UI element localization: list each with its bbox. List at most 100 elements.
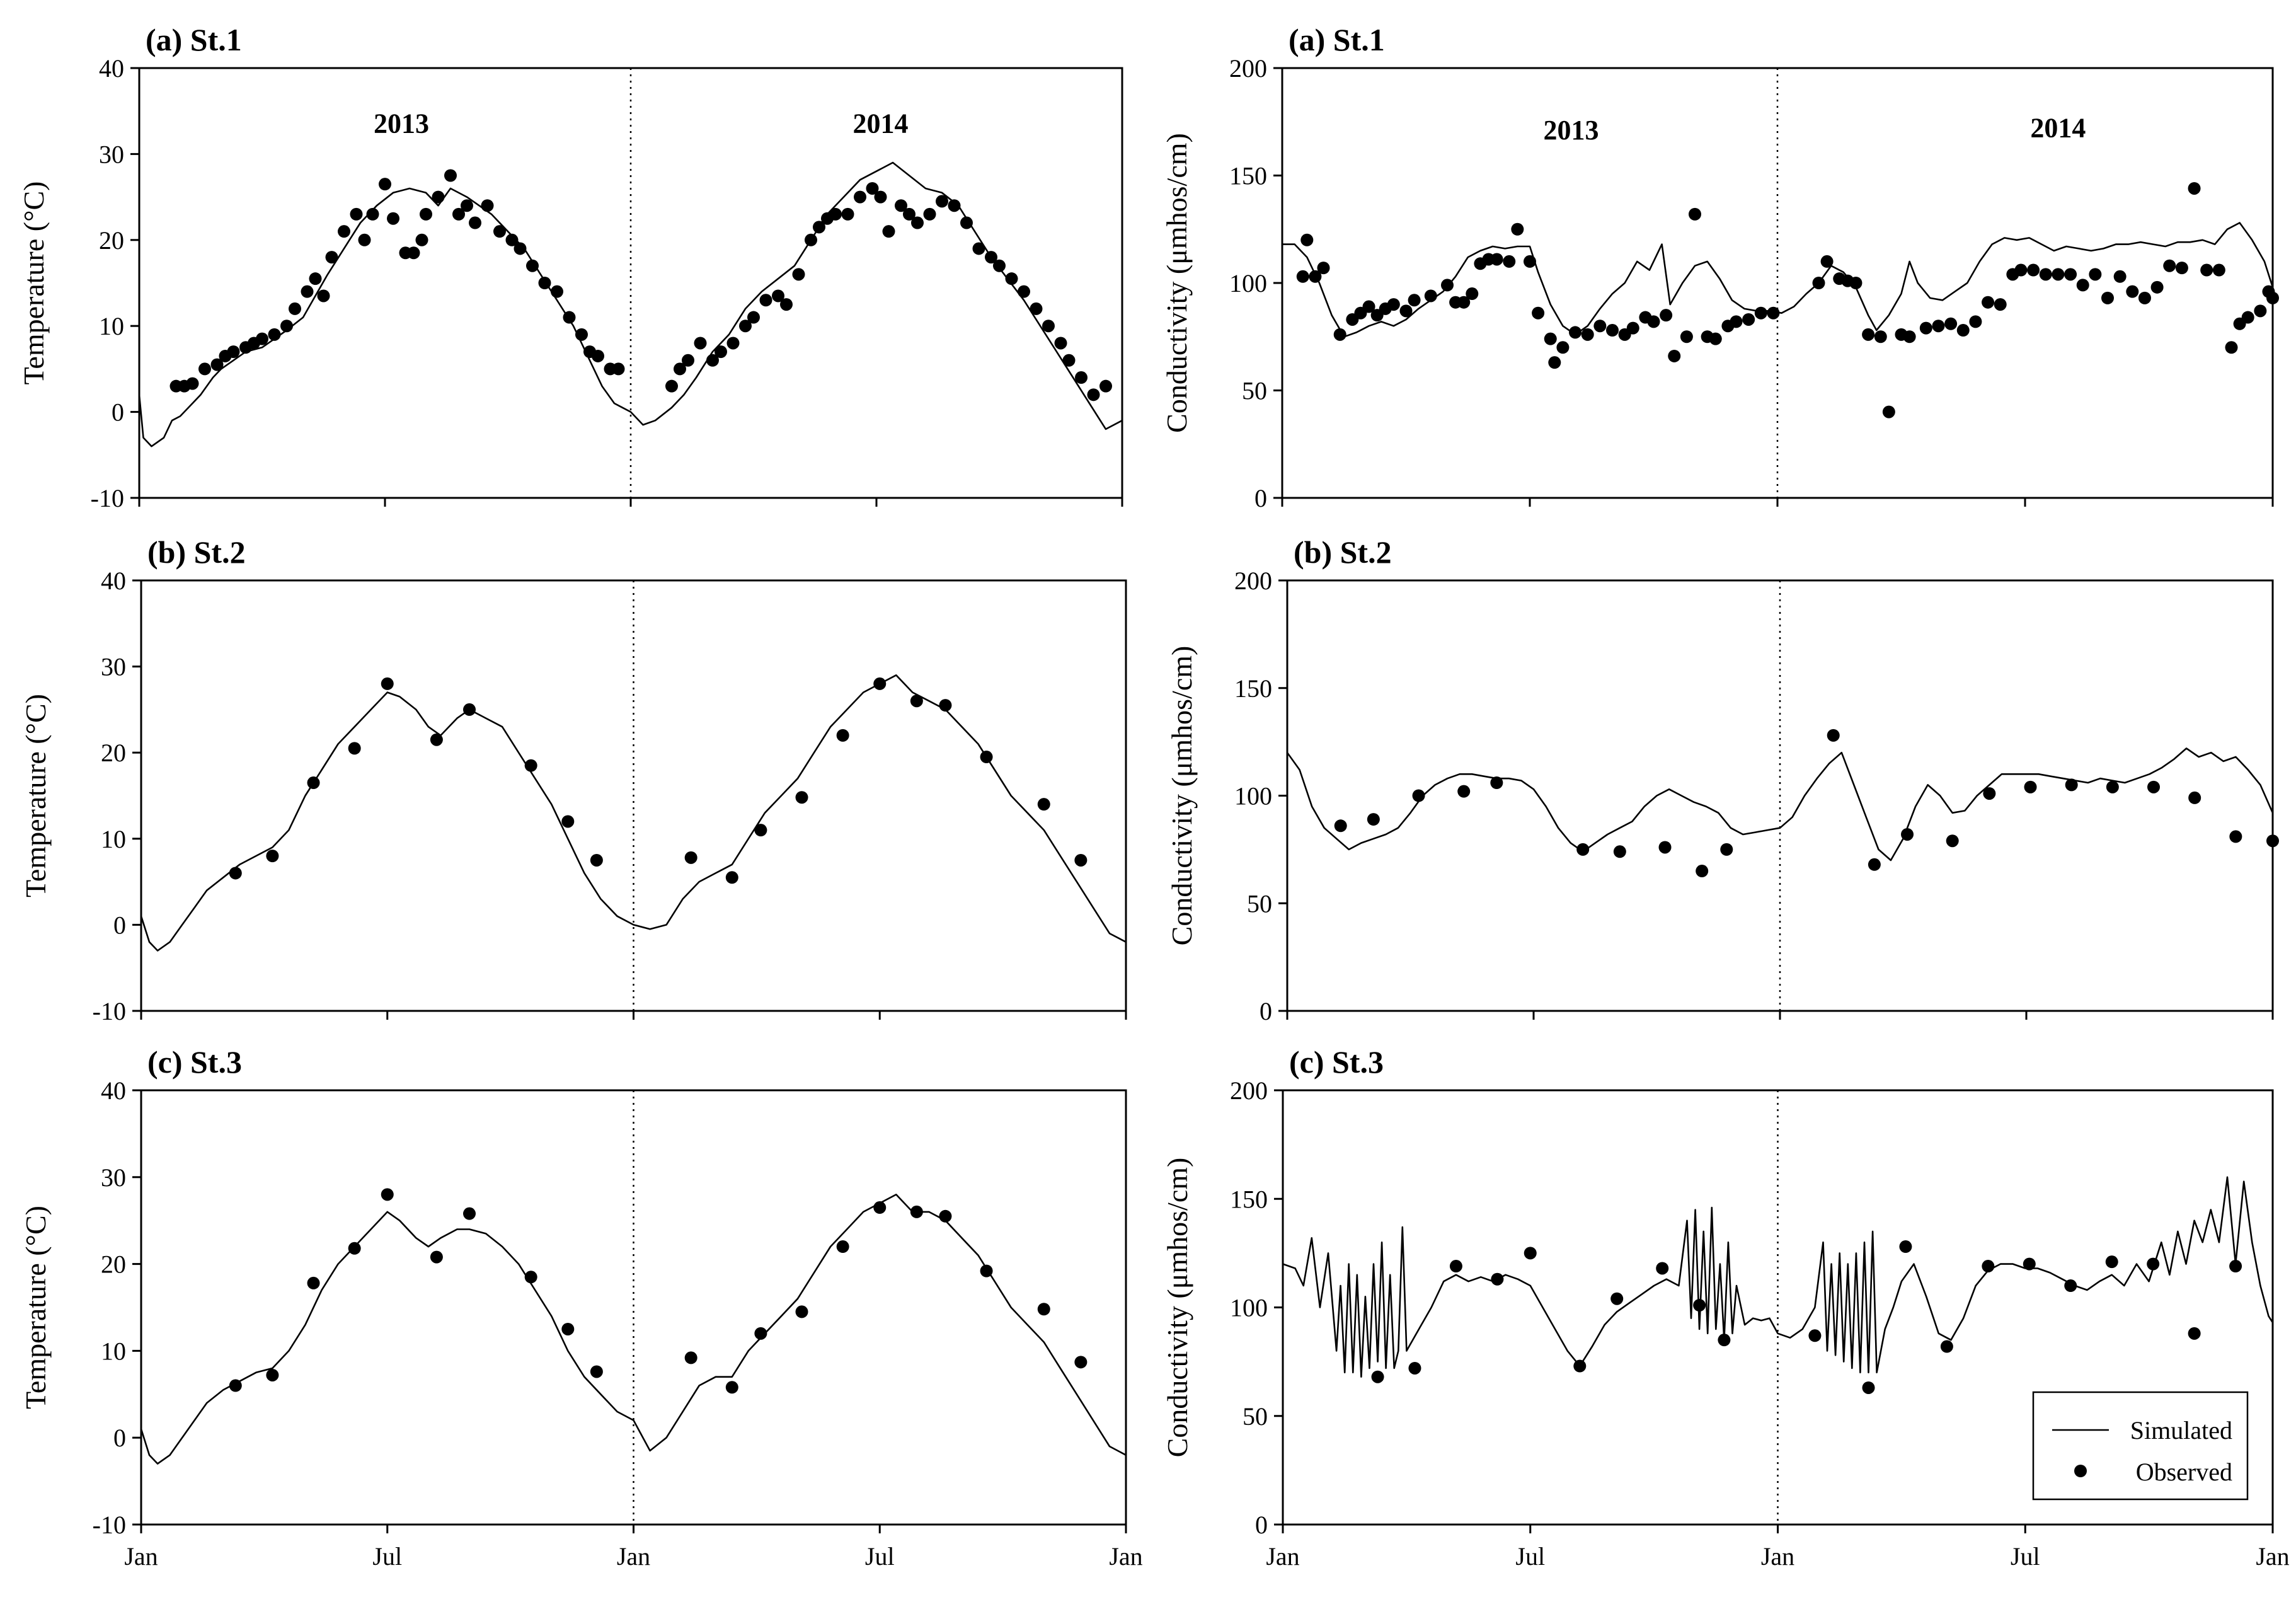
observed-point xyxy=(526,259,539,272)
x-tick-label: Jan xyxy=(124,1542,158,1571)
observed-point xyxy=(1503,255,1516,268)
observed-point xyxy=(1956,324,1970,337)
observed-point xyxy=(1296,270,1309,283)
observed-point xyxy=(792,268,805,281)
legend-simulated-label: Simulated xyxy=(2130,1416,2232,1444)
observed-point xyxy=(227,345,240,359)
observed-point xyxy=(266,850,279,863)
observed-point xyxy=(1606,324,1619,337)
observed-point xyxy=(1367,813,1380,826)
observed-point xyxy=(980,1264,993,1277)
observed-point xyxy=(836,729,849,742)
y-tick-label: -10 xyxy=(93,1511,126,1539)
observed-point xyxy=(268,328,281,341)
observed-point xyxy=(836,1240,849,1254)
chart-cond-st3: (c) St.3 0 50 100 150 200 Jan Jul Jan Jul Jan Condu… xyxy=(1161,1044,2290,1571)
observed-point xyxy=(289,302,301,315)
panels: (a) St.1 -10 0 10 20 30 40 Temperature (°C) 2013… xyxy=(18,22,2290,1571)
observed-point xyxy=(407,246,420,260)
observed-point xyxy=(1581,328,1594,341)
observed-point xyxy=(1849,277,1863,289)
observed-point xyxy=(2229,830,2242,843)
observed-point xyxy=(873,677,887,690)
observed-point xyxy=(1656,1262,1669,1275)
observed-point xyxy=(1062,354,1076,367)
observed-point xyxy=(366,207,379,221)
observed-point xyxy=(1944,317,1958,330)
observed-point xyxy=(2254,304,2267,318)
observed-point xyxy=(1626,321,1639,335)
observed-point xyxy=(1982,1260,1995,1273)
y-tick-label: 10 xyxy=(101,825,126,853)
observed-point xyxy=(1808,1329,1822,1342)
observed-point xyxy=(725,1381,738,1394)
observed-point xyxy=(2229,1260,2242,1273)
observed-point xyxy=(590,1365,603,1378)
observed-point xyxy=(795,1305,808,1318)
observed-point xyxy=(325,251,338,264)
observed-point xyxy=(1767,306,1780,320)
observed-point xyxy=(960,216,973,229)
observed-point xyxy=(754,1327,767,1340)
simulated-series-line xyxy=(139,161,1122,447)
legend-marker-swatch xyxy=(2074,1465,2087,1477)
observed-point xyxy=(198,362,211,376)
observed-point xyxy=(229,1379,242,1392)
observed-point xyxy=(415,233,428,246)
y-axis-label: Conductivity (μmhos/cm) xyxy=(1161,1158,1193,1458)
observed-point xyxy=(2039,268,2052,281)
observed-point xyxy=(266,1368,279,1381)
y-axis-label: Temperature (°C) xyxy=(18,182,50,385)
observed-point xyxy=(561,815,575,828)
observed-point xyxy=(348,1242,361,1255)
observed-point xyxy=(575,328,588,341)
observed-point xyxy=(1075,371,1088,384)
observed-point xyxy=(972,242,985,255)
observed-point xyxy=(759,294,772,307)
observed-point xyxy=(381,677,394,690)
observed-point xyxy=(524,759,537,772)
chart-temp-st2: (b) St.2 -10 0 10 20 30 40 Temperature (°C) xyxy=(20,534,1127,1025)
observed-point xyxy=(715,345,727,359)
observed-point xyxy=(1309,270,1322,283)
y-tick-label: -10 xyxy=(91,484,124,512)
observed-point xyxy=(2023,1257,2036,1271)
observed-point xyxy=(1573,1359,1587,1373)
observed-point xyxy=(2138,291,2151,304)
y-tick-label: 40 xyxy=(101,1076,126,1105)
observed-point xyxy=(2241,311,2254,324)
panel-title: (a) St.1 xyxy=(1289,22,1385,57)
observed-point xyxy=(1074,853,1088,867)
observed-point xyxy=(2027,263,2040,277)
year-annotation: 2014 xyxy=(2030,112,2086,143)
observed-point xyxy=(780,298,793,311)
observed-point xyxy=(452,207,465,221)
x-tick-label: Jul xyxy=(2011,1542,2040,1571)
y-tick-label: 30 xyxy=(101,1163,126,1192)
observed-point xyxy=(1709,332,1722,345)
y-tick-label: 0 xyxy=(112,398,124,427)
legend-box xyxy=(2032,1391,2249,1501)
observed-point xyxy=(706,354,719,367)
observed-point xyxy=(2052,268,2065,281)
y-tick-label: 0 xyxy=(1254,484,1267,512)
observed-point xyxy=(813,221,825,234)
observed-point xyxy=(1899,1240,1912,1254)
observed-point xyxy=(186,377,199,390)
y-tick-label: 200 xyxy=(1230,1076,1268,1105)
observed-point xyxy=(1362,300,1375,313)
y-tick-label: 150 xyxy=(1230,1185,1268,1213)
observed-point xyxy=(317,289,330,303)
y-tick-label: 0 xyxy=(1255,1511,1268,1539)
simulated-series-line xyxy=(141,1194,1126,1465)
observed-point xyxy=(2113,270,2127,283)
observed-point xyxy=(590,853,603,867)
observed-point xyxy=(1812,277,1825,289)
observed-point xyxy=(1457,296,1471,309)
observed-point xyxy=(1668,349,1681,362)
y-tick-label: 40 xyxy=(99,54,124,83)
observed-point xyxy=(1569,326,1582,339)
observed-point xyxy=(430,1250,443,1264)
observed-point xyxy=(1868,858,1881,871)
